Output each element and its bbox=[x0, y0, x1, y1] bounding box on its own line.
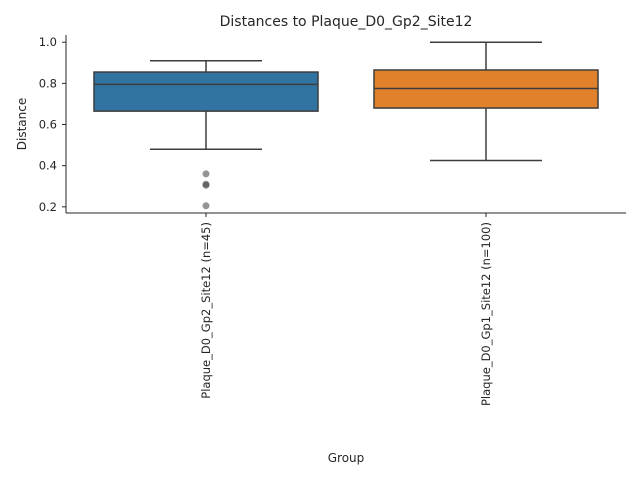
box-iqr bbox=[93, 71, 319, 112]
box-group bbox=[93, 59, 319, 210]
x-ticks: Plaque_D0_Gp2_Site12 (n=45) Plaque_D0_Gp1… bbox=[199, 213, 493, 406]
y-tick-label: 1.0 bbox=[39, 35, 57, 49]
y-tick-label: 0.8 bbox=[39, 76, 57, 90]
outlier-point bbox=[202, 170, 210, 178]
x-tick-label: Plaque_D0_Gp2_Site12 (n=45) bbox=[199, 222, 213, 399]
y-ticks: 0.2 0.4 0.6 0.8 1.0 bbox=[39, 35, 66, 214]
chart-title: Distances to Plaque_D0_Gp2_Site12 bbox=[220, 14, 473, 30]
x-axis-label: Group bbox=[328, 451, 365, 465]
y-tick-label: 0.4 bbox=[39, 159, 57, 173]
x-tick-label: Plaque_D0_Gp1_Site12 (n=100) bbox=[479, 222, 493, 406]
box-group bbox=[373, 41, 599, 162]
y-tick-label: 0.6 bbox=[39, 118, 57, 132]
outlier-point bbox=[202, 181, 210, 189]
outlier-point bbox=[202, 202, 210, 210]
axes bbox=[65, 35, 626, 214]
plot-area bbox=[93, 41, 599, 210]
y-axis-label: Distance bbox=[15, 98, 29, 150]
y-tick-label: 0.2 bbox=[39, 200, 57, 214]
